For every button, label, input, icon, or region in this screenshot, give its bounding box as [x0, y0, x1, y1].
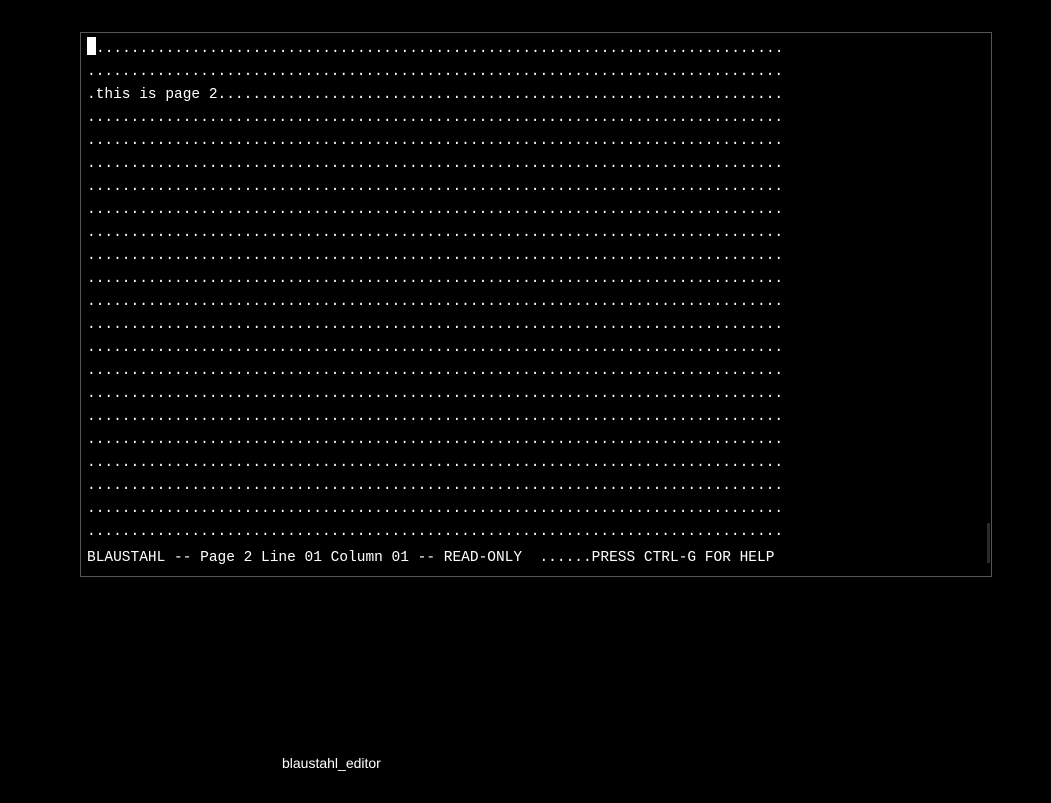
- editor-line: ........................................…: [87, 521, 985, 544]
- image-caption: blaustahl_editor: [282, 755, 381, 771]
- editor-line: ........................................…: [87, 153, 985, 176]
- editor-line: ........................................…: [87, 337, 985, 360]
- status-line: BLAUSTAHL -- Page 2 Line 01 Column 01 --…: [87, 547, 985, 570]
- editor-line: ........................................…: [87, 406, 985, 429]
- editor-line: ........................................…: [87, 360, 985, 383]
- editor-line: ........................................…: [87, 37, 985, 61]
- editor-line: ........................................…: [87, 130, 985, 153]
- editor-line: ........................................…: [87, 107, 985, 130]
- editor-line: ........................................…: [87, 176, 985, 199]
- editor-line: ........................................…: [87, 452, 985, 475]
- editor-line: ........................................…: [87, 222, 985, 245]
- terminal-window[interactable]: ........................................…: [80, 32, 992, 577]
- text-cursor: [87, 37, 96, 55]
- editor-text-area[interactable]: ........................................…: [87, 37, 985, 544]
- editor-line: ........................................…: [87, 498, 985, 521]
- editor-line: ........................................…: [87, 383, 985, 406]
- editor-line: ........................................…: [87, 291, 985, 314]
- editor-line: .this is page 2.........................…: [87, 84, 985, 107]
- editor-line: ........................................…: [87, 61, 985, 84]
- editor-line: ........................................…: [87, 245, 985, 268]
- editor-line: ........................................…: [87, 314, 985, 337]
- editor-line: ........................................…: [87, 475, 985, 498]
- scrollbar-hint: [987, 523, 990, 563]
- editor-line: ........................................…: [87, 268, 985, 291]
- editor-line: ........................................…: [87, 199, 985, 222]
- editor-line: ........................................…: [87, 429, 985, 452]
